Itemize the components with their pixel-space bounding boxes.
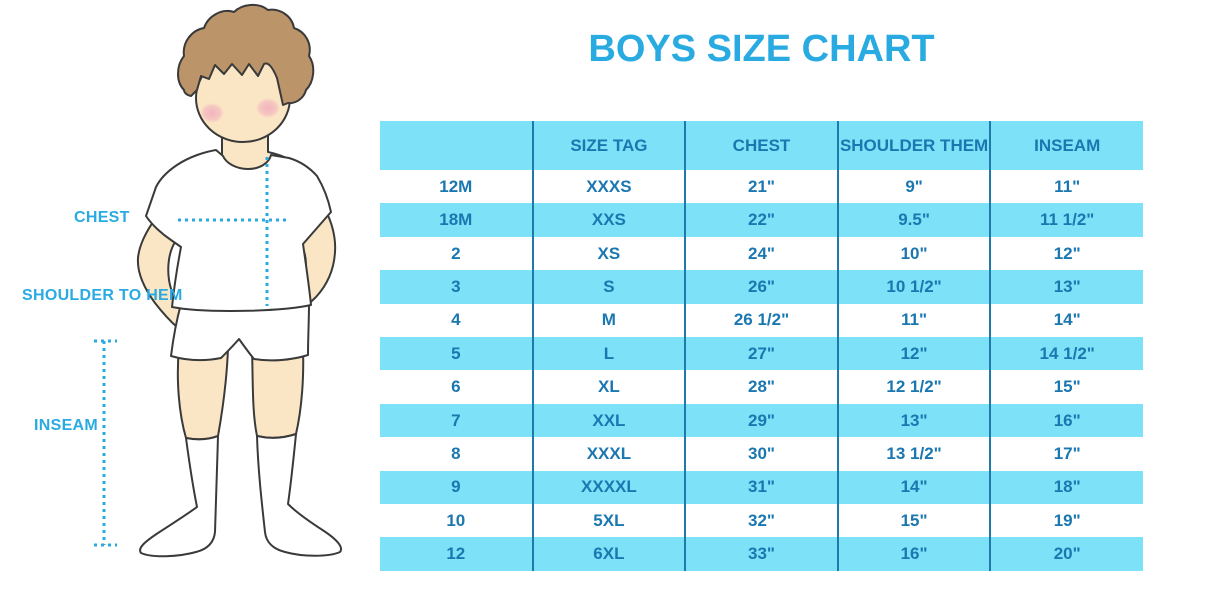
cell: 28"	[684, 370, 838, 404]
cell: 6XL	[531, 537, 686, 571]
cell: 6	[451, 377, 461, 397]
cell: 7	[451, 410, 461, 430]
boy-socks	[139, 433, 342, 558]
cell: XL	[531, 370, 686, 404]
cell: 14"	[836, 470, 991, 505]
cell: 5	[451, 343, 461, 363]
header-chest: CHEST	[684, 121, 838, 170]
cell: 14 1/2"	[989, 337, 1143, 371]
table-row: 18M XXS 22" 9.5" 11 1/2"	[380, 203, 1143, 237]
cell: 15"	[989, 370, 1143, 404]
boy-shirt	[145, 149, 332, 312]
chest-label: CHEST	[74, 209, 130, 226]
boy-hair	[177, 4, 315, 106]
cell: 14"	[989, 303, 1143, 338]
cell: 3	[451, 276, 461, 296]
size-table: SIZE TAG CHEST SHOULDER THEM INSEAM 12M …	[380, 121, 1143, 571]
table-row: 3 S 26" 10 1/2" 13"	[380, 270, 1143, 304]
cell: 16"	[836, 537, 991, 571]
cell: 11"	[836, 303, 991, 338]
cell: 19"	[989, 504, 1143, 538]
header-row: SIZE TAG CHEST SHOULDER THEM INSEAM	[380, 121, 1143, 170]
header-size-tag: SIZE TAG	[531, 121, 686, 170]
cell: 9.5"	[836, 203, 991, 237]
cell: 24"	[684, 236, 838, 271]
cell: 11"	[989, 170, 1143, 204]
blush-right	[256, 98, 280, 118]
page-title: BOYS SIZE CHART	[588, 28, 935, 70]
table-row: 4 M 26 1/2" 11" 14"	[380, 303, 1143, 338]
shoulder-to-hem-label: SHOULDER TO HEM	[22, 287, 183, 304]
header-inseam: INSEAM	[989, 121, 1143, 170]
cell: XXXS	[531, 170, 686, 204]
table-row: 9 XXXXL 31" 14" 18"	[380, 470, 1143, 505]
cell: 4	[451, 310, 461, 330]
cell: 9"	[836, 170, 991, 204]
cell: 30"	[684, 437, 838, 471]
cell: 8	[451, 443, 461, 463]
cell: 33"	[684, 537, 838, 571]
cell: 13"	[989, 270, 1143, 304]
size-table-body: 12M XXXS 21" 9" 11" 18M XXS 22" 9.5" 11 …	[380, 170, 1143, 571]
cell: 12M	[439, 176, 473, 196]
cell: XS	[531, 236, 686, 271]
boy-illustration	[94, 4, 342, 558]
cell: 15"	[836, 504, 991, 538]
cell: 32"	[684, 504, 838, 538]
blush-left	[200, 103, 224, 123]
cell: 18M	[439, 210, 473, 230]
cell: XXXXL	[531, 470, 686, 505]
cell: 13 1/2"	[836, 437, 991, 471]
inseam-measure-line	[94, 339, 117, 547]
cell: 5XL	[531, 504, 686, 538]
cell: 29"	[684, 403, 838, 438]
table-row: 7 XXL 29" 13" 16"	[380, 403, 1143, 438]
boy-shorts	[170, 303, 310, 362]
cell: XXL	[531, 403, 686, 438]
table-row: 2 XS 24" 10" 12"	[380, 236, 1143, 271]
table-row: 5 L 27" 12" 14 1/2"	[380, 337, 1143, 371]
cell: 13"	[836, 403, 991, 438]
boy-legs	[176, 347, 305, 441]
header-size	[380, 121, 533, 170]
cell: 10"	[836, 236, 991, 271]
cell: 17"	[989, 437, 1143, 471]
cell: 21"	[684, 170, 838, 204]
header-shoulder: SHOULDER THEM	[836, 121, 991, 170]
cell: 12 1/2"	[836, 370, 991, 404]
cell: 22"	[684, 203, 838, 237]
cell: 20"	[989, 537, 1143, 571]
cell: 11 1/2"	[989, 203, 1143, 237]
cell: 10	[446, 510, 466, 530]
cell: 12	[446, 544, 466, 564]
table-row: 6 XL 28" 12 1/2" 15"	[380, 370, 1143, 404]
cell: 26"	[684, 270, 838, 304]
cell: 9	[451, 477, 461, 497]
inseam-label: INSEAM	[34, 417, 99, 434]
size-table-header: SIZE TAG CHEST SHOULDER THEM INSEAM	[380, 121, 1143, 170]
table-row: 12M XXXS 21" 9" 11"	[380, 170, 1143, 204]
cell: 31"	[684, 470, 838, 505]
cell: 16"	[989, 403, 1143, 438]
cell: L	[531, 337, 686, 371]
cell: 2	[451, 243, 461, 263]
cell: XXS	[531, 203, 686, 237]
cell: 27"	[684, 337, 838, 371]
cell: 26 1/2"	[684, 303, 838, 338]
cell: 18"	[989, 470, 1143, 505]
table-row: 10 5XL 32" 15" 19"	[380, 504, 1143, 538]
cell: 10 1/2"	[836, 270, 991, 304]
cell: XXXL	[531, 437, 686, 471]
cell: M	[531, 303, 686, 338]
cell: 12"	[836, 337, 991, 371]
cell: S	[531, 270, 686, 304]
cell: 12"	[989, 236, 1143, 271]
table-row: 12 6XL 33" 16" 20"	[380, 537, 1143, 571]
table-row: 8 XXXL 30" 13 1/2" 17"	[380, 437, 1143, 471]
